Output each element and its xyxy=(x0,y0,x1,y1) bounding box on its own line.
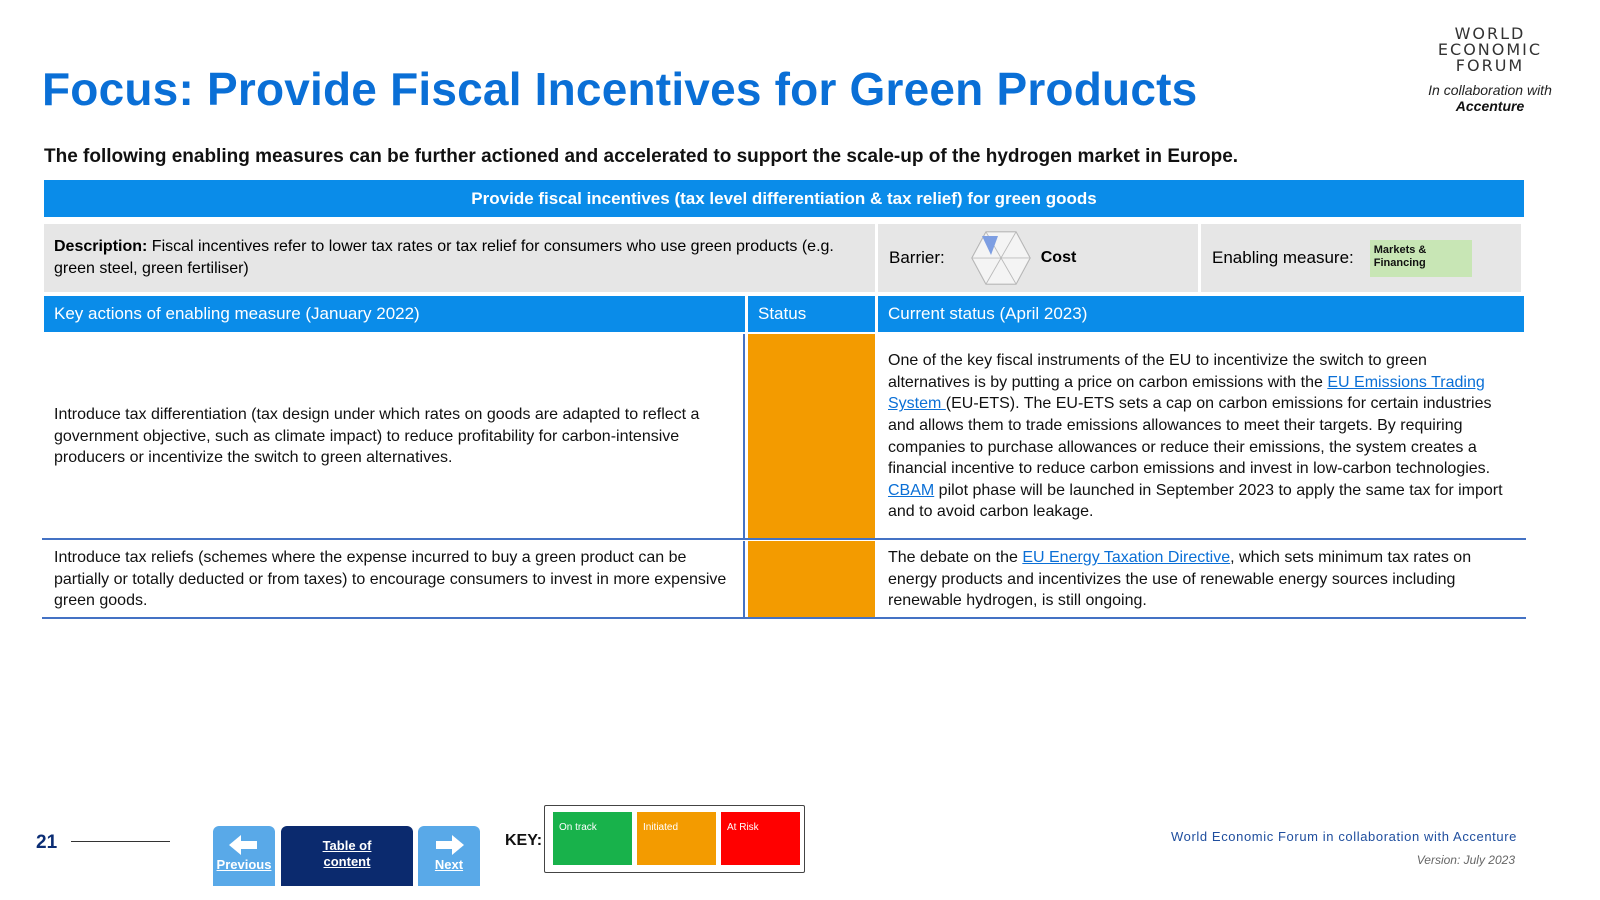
previous-label: Previous xyxy=(216,857,272,872)
page-subtitle: The following enabling measures can be f… xyxy=(44,146,1239,167)
footer-organization: World Economic Forum in collaboration wi… xyxy=(1171,829,1517,844)
status-indicator-initiated xyxy=(748,334,875,539)
eu-ets-link[interactable]: EU Emissions Trading System xyxy=(888,373,1485,413)
barrier-value: Cost xyxy=(1040,249,1077,266)
row-divider xyxy=(42,538,1526,540)
key-initiated: Initiated xyxy=(637,812,716,865)
status-indicator-initiated xyxy=(748,541,875,618)
table-header: Key actions of enabling measure (January… xyxy=(44,296,1524,332)
current-status-cell: One of the key fiscal instruments of the… xyxy=(888,352,1503,521)
description-text: Fiscal incentives refer to lower tax rat… xyxy=(54,238,834,277)
barrier-cell: Barrier: Cost xyxy=(878,224,1198,292)
key-label: KEY: xyxy=(505,832,543,849)
header-status: Status xyxy=(748,296,875,332)
current-status-cell: The debate on the EU Energy Taxation Dir… xyxy=(888,549,1472,610)
table-bottom-rule xyxy=(42,617,1526,619)
page-number-line xyxy=(71,841,170,842)
cbam-link[interactable]: CBAM xyxy=(888,481,935,499)
previous-button[interactable]: Previous xyxy=(213,826,275,886)
arrow-right-icon xyxy=(436,835,464,855)
key-on-track: On track xyxy=(553,812,632,865)
action-cell: Introduce tax reliefs (schemes where the… xyxy=(44,541,745,618)
table-of-content-button[interactable]: Table of content xyxy=(281,826,413,886)
description-label: Description: xyxy=(54,238,148,255)
action-cell: Introduce tax differentiation (tax desig… xyxy=(44,334,745,539)
page-title: Focus: Provide Fiscal Incentives for Gre… xyxy=(42,63,1198,115)
measure-banner: Provide fiscal incentives (tax level dif… xyxy=(44,180,1524,217)
next-button[interactable]: Next xyxy=(418,826,480,886)
energy-taxation-directive-link[interactable]: EU Energy Taxation Directive xyxy=(1022,549,1231,567)
page-number: 21 xyxy=(36,832,58,853)
description-cell: Description: Fiscal incentives refer to … xyxy=(44,224,875,292)
enabling-label: Enabling measure: xyxy=(1212,248,1354,267)
header-key-actions: Key actions of enabling measure (January… xyxy=(44,296,745,332)
key-at-risk: At Risk xyxy=(721,812,800,865)
enabling-tag: Markets & Financing xyxy=(1369,239,1472,277)
partner-name: Accenture xyxy=(1455,98,1525,114)
wef-logo: WORLD ECONOMIC FORUM xyxy=(1437,24,1543,75)
barrier-label: Barrier: xyxy=(889,248,945,267)
collab-text: In collaboration with xyxy=(1428,82,1552,98)
wef-logo-block: WORLD ECONOMIC FORUM In collaboration wi… xyxy=(1395,24,1585,115)
footer-version: Version: July 2023 xyxy=(1416,853,1515,867)
header-current-status: Current status (April 2023) xyxy=(878,296,1524,332)
enabling-cell: Enabling measure: Markets & Financing xyxy=(1201,224,1521,292)
description-row: Description: Fiscal incentives refer to … xyxy=(44,224,1524,292)
status-key: On track Initiated At Risk xyxy=(544,805,805,873)
hexagon-segment-icon xyxy=(971,231,1031,285)
arrow-left-icon xyxy=(229,835,257,855)
table-row: Introduce tax differentiation (tax desig… xyxy=(44,334,1524,539)
next-label: Next xyxy=(434,857,464,872)
table-row: Introduce tax reliefs (schemes where the… xyxy=(44,541,1524,618)
